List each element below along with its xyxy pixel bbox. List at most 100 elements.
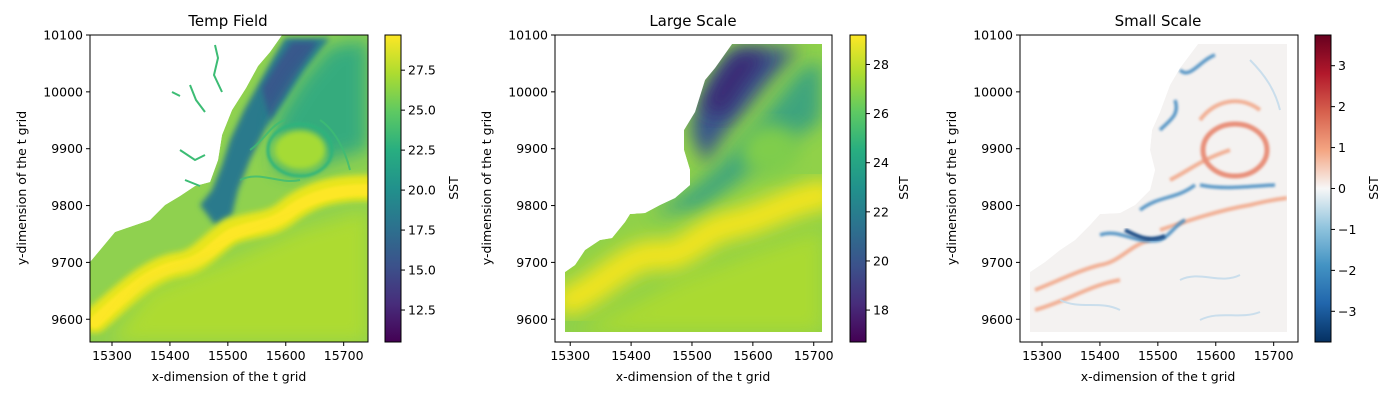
large-slope-water xyxy=(650,60,822,215)
x-tick-label: 15500 xyxy=(1138,348,1178,363)
y-tick-label: 10000 xyxy=(973,84,1013,99)
x-tick-label: 15300 xyxy=(92,348,132,363)
colorbar-2-label: SST xyxy=(896,176,911,200)
y-tick-label: 9800 xyxy=(516,198,548,213)
colorbar-tick-label: 17.5 xyxy=(408,223,436,238)
colorbar-2-ticks: 18 20 22 24 26 28 xyxy=(866,57,889,318)
colorbar-tick-label: 1 xyxy=(1338,140,1346,155)
panel-3-xticks: 15300 15400 15500 15600 15700 xyxy=(1022,342,1294,363)
panel-2-yticks: 9600 9700 9800 9900 10000 10100 xyxy=(508,28,555,327)
x-tick-label: 15400 xyxy=(611,348,651,363)
strong-negative-front xyxy=(1124,228,1166,241)
y-tick-label: 9600 xyxy=(981,312,1013,327)
colorbar-1-label: SST xyxy=(446,176,461,200)
panel-3-yticks: 9600 9700 9800 9900 10000 10100 xyxy=(973,28,1020,327)
shelf-coldest xyxy=(262,42,318,120)
faint-swirls xyxy=(1059,59,1281,321)
x-tick-label: 15700 xyxy=(794,348,834,363)
x-tick-label: 15500 xyxy=(672,348,712,363)
colorbar-1-ticks: 12.5 15.0 17.5 20.0 22.5 25.0 27.5 xyxy=(401,63,436,318)
colorbar-tick-label: −2 xyxy=(1338,263,1356,278)
y-tick-label: 10000 xyxy=(43,84,83,99)
y-tick-label: 9800 xyxy=(981,198,1013,213)
colorbar-tick-label: 27.5 xyxy=(408,63,436,78)
colorbar-1 xyxy=(384,34,402,343)
x-tick-label: 15700 xyxy=(324,348,364,363)
shelf-water xyxy=(200,38,330,225)
panel-3-frame xyxy=(1019,34,1299,343)
panel-2-xticks: 15300 15400 15500 15600 15700 xyxy=(550,342,834,363)
colorbar-2 xyxy=(849,34,867,343)
colorbar-3-ticks: −3 −2 −1 0 1 2 3 xyxy=(1331,58,1356,319)
x-tick-label: 15400 xyxy=(1080,348,1120,363)
large-coldest xyxy=(700,52,770,115)
colorbar-3 xyxy=(1314,34,1332,343)
colorbar-tick-label: 2 xyxy=(1338,99,1346,114)
x-tick-label: 15300 xyxy=(550,348,590,363)
panel-3-ylabel: y-dimension of the t grid xyxy=(944,111,959,265)
sst-heatmap-large-scale xyxy=(565,44,822,332)
colorbar-tick-label: 0 xyxy=(1338,181,1346,196)
colorbar-tick-label: 22 xyxy=(873,204,889,219)
colorbar-tick-label: 22.5 xyxy=(408,143,436,158)
colorbar-tick-label: 15.0 xyxy=(408,263,436,278)
gulf-stream-core xyxy=(90,184,368,328)
large-sargasso xyxy=(580,230,822,332)
y-tick-label: 10100 xyxy=(43,28,83,43)
y-tick-label: 9900 xyxy=(981,141,1013,156)
panel-1-xlabel: x-dimension of the t grid xyxy=(152,369,307,384)
sst-heatmap-small-scale xyxy=(1030,44,1287,332)
panel-small-scale: Small Scale 15300 15400 15500 15600 15700 96… xyxy=(944,12,1381,384)
panel-2-title: Large Scale xyxy=(649,12,736,30)
large-warm-eddy xyxy=(740,124,800,176)
y-tick-label: 9800 xyxy=(51,198,83,213)
ocean-swirls xyxy=(239,119,351,182)
colorbar-tick-label: 24 xyxy=(873,155,889,170)
small-land-region xyxy=(1030,44,1198,272)
y-tick-label: 9700 xyxy=(51,255,83,270)
x-tick-label: 15600 xyxy=(733,348,773,363)
panel-1-title: Temp Field xyxy=(187,12,267,30)
eddy-positive-ring xyxy=(1200,121,1270,179)
x-tick-label: 15500 xyxy=(208,348,248,363)
sst-heatmap-full xyxy=(90,35,368,342)
panel-large-scale: Large Scale 15300 15400 15500 15600 15700 96… xyxy=(479,12,911,384)
small-ocean-region xyxy=(1030,44,1287,332)
colorbar-tick-label: 18 xyxy=(873,303,889,318)
panel-3-xlabel: x-dimension of the t grid xyxy=(1081,369,1236,384)
y-tick-label: 9700 xyxy=(981,255,1013,270)
large-gulf-stream xyxy=(565,180,822,315)
x-tick-label: 15400 xyxy=(150,348,190,363)
colorbar-tick-label: −1 xyxy=(1338,222,1356,237)
colorbar-tick-label: 3 xyxy=(1338,58,1346,73)
panel-1-xticks: 15300 15400 15500 15600 15700 xyxy=(92,342,364,363)
panel-1-yticks: 9600 9700 9800 9900 10000 10100 xyxy=(43,28,90,327)
y-tick-label: 10100 xyxy=(508,28,548,43)
x-tick-label: 15300 xyxy=(1022,348,1062,363)
x-tick-label: 15700 xyxy=(1254,348,1294,363)
colorbar-3-label: SST xyxy=(1366,176,1381,200)
colorbar-tick-label: 25.0 xyxy=(408,103,436,118)
y-tick-label: 10000 xyxy=(508,84,548,99)
panel-2-ylabel: y-dimension of the t grid xyxy=(479,111,494,265)
y-tick-label: 9900 xyxy=(51,141,83,156)
panel-1-ylabel: y-dimension of the t grid xyxy=(14,111,29,265)
colorbar-tick-label: 26 xyxy=(873,106,889,121)
panel-temp-field: Temp Field 15300 15400 15500 15600 157 xyxy=(14,12,461,384)
panel-2-frame xyxy=(554,34,833,343)
panel-2-xlabel: x-dimension of the t grid xyxy=(616,369,771,384)
panel-3-title: Small Scale xyxy=(1115,12,1202,30)
y-tick-label: 9600 xyxy=(51,312,83,327)
panel-1-frame xyxy=(89,34,369,343)
y-tick-label: 9700 xyxy=(516,255,548,270)
eddy-ring xyxy=(266,122,334,178)
large-land-region xyxy=(565,44,732,272)
land-region xyxy=(90,35,282,262)
colorbar-tick-label: 12.5 xyxy=(408,303,436,318)
negative-anomaly-filaments xyxy=(1099,53,1276,243)
positive-anomaly-filaments xyxy=(1034,99,1287,312)
warm-core-eddy xyxy=(274,130,326,170)
x-tick-label: 15600 xyxy=(266,348,306,363)
estuaries xyxy=(171,44,223,187)
